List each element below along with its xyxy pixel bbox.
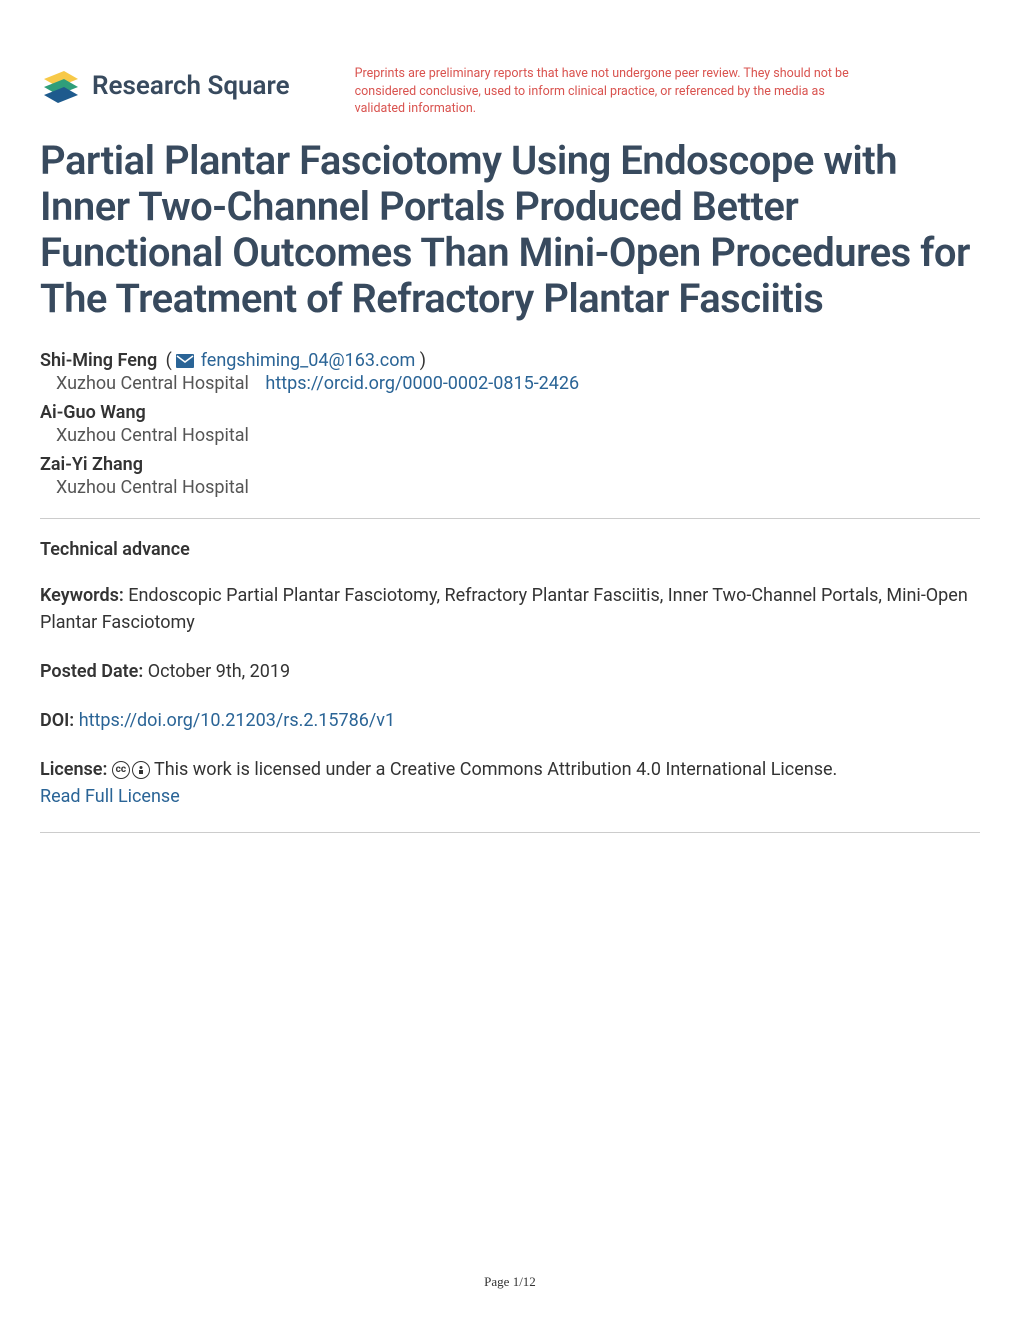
keywords-value: Endoscopic Partial Plantar Fasciotomy, R… [40,585,968,633]
corresponding-marker: ( fengshiming_04@163.com ) [161,350,426,371]
posted-date-row: Posted Date: October 9th, 2019 [40,658,980,685]
author-email-link[interactable]: fengshiming_04@163.com [201,350,416,371]
author-block: Ai-Guo Wang Xuzhou Central Hospital [40,402,980,446]
authors-section: Shi-Ming Feng ( fengshiming_04@163.com )… [40,350,980,498]
email-icon [176,354,194,368]
doi-row: DOI: https://doi.org/10.21203/rs.2.15786… [40,707,980,734]
cc-by-icon [132,761,150,779]
license-link[interactable]: Read Full License [40,786,180,807]
header-row: Research Square Preprints are preliminar… [40,65,980,118]
author-name: Shi-Ming Feng [40,350,157,371]
logo: Research Square [40,65,290,107]
divider [40,832,980,833]
logo-text: Research Square [92,71,290,101]
author-affiliation: Xuzhou Central Hospital [56,425,980,446]
cc-icon: cc [112,761,130,779]
article-type: Technical advance [40,539,980,560]
author-block: Shi-Ming Feng ( fengshiming_04@163.com )… [40,350,980,394]
posted-date-label: Posted Date: [40,661,143,682]
page-number: Page 1/12 [484,1274,536,1290]
doi-label: DOI: [40,710,74,731]
license-text: This work is licensed under a Creative C… [154,759,837,780]
doi-link[interactable]: https://doi.org/10.21203/rs.2.15786/v1 [79,710,395,731]
orcid-link[interactable]: https://orcid.org/0000-0002-0815-2426 [265,373,579,394]
author-affiliation: Xuzhou Central Hospital [56,477,980,498]
keywords-label: Keywords: [40,585,124,606]
license-row: License: cc This work is licensed under … [40,756,980,810]
divider [40,518,980,519]
cc-icons: cc [112,761,150,779]
research-square-logo-icon [40,65,82,107]
author-name: Zai-Yi Zhang [40,454,143,475]
affiliation-text: Xuzhou Central Hospital [56,373,249,394]
author-block: Zai-Yi Zhang Xuzhou Central Hospital [40,454,980,498]
article-title: Partial Plantar Fasciotomy Using Endosco… [40,138,980,322]
disclaimer-text: Preprints are preliminary reports that h… [355,65,855,118]
posted-date-value: October 9th, 2019 [148,661,290,682]
keywords-row: Keywords: Endoscopic Partial Plantar Fas… [40,582,980,636]
author-name: Ai-Guo Wang [40,402,146,423]
author-affiliation: Xuzhou Central Hospital https://orcid.or… [56,373,980,394]
license-label: License: [40,759,107,780]
